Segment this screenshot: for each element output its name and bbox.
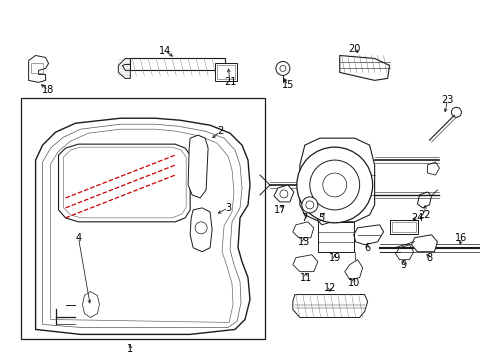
Text: 12: 12 — [323, 283, 335, 293]
Polygon shape — [118, 58, 130, 78]
Text: 18: 18 — [42, 85, 55, 95]
Text: 9: 9 — [400, 260, 406, 270]
Bar — [317, 222, 353, 252]
Circle shape — [301, 197, 317, 213]
Circle shape — [275, 62, 289, 75]
Ellipse shape — [76, 293, 104, 315]
Text: 7: 7 — [300, 213, 306, 223]
Circle shape — [296, 147, 372, 223]
Bar — [20, 98, 264, 339]
Bar — [31, 63, 42, 73]
Text: 16: 16 — [454, 233, 467, 243]
Text: 3: 3 — [224, 203, 231, 213]
Text: 8: 8 — [426, 253, 432, 263]
Text: 6: 6 — [364, 243, 370, 253]
Bar — [389, 220, 417, 234]
Polygon shape — [411, 235, 437, 252]
Text: 19: 19 — [328, 253, 340, 263]
Text: 14: 14 — [159, 45, 171, 55]
Ellipse shape — [144, 270, 166, 285]
Bar — [215, 63, 237, 81]
Polygon shape — [188, 135, 208, 198]
Polygon shape — [292, 255, 317, 272]
Text: 13: 13 — [297, 237, 309, 247]
Bar — [391, 222, 415, 232]
Polygon shape — [36, 118, 249, 334]
Text: 20: 20 — [348, 44, 360, 54]
Text: 23: 23 — [440, 95, 453, 105]
Polygon shape — [273, 185, 293, 202]
Polygon shape — [317, 205, 333, 225]
Polygon shape — [339, 55, 389, 80]
Text: 1: 1 — [127, 345, 133, 354]
Text: 5: 5 — [318, 213, 324, 223]
Text: 21: 21 — [224, 77, 236, 87]
Polygon shape — [130, 58, 224, 75]
Polygon shape — [29, 55, 48, 82]
Text: 24: 24 — [410, 213, 423, 223]
Polygon shape — [292, 222, 313, 238]
Text: 10: 10 — [347, 278, 359, 288]
Polygon shape — [59, 144, 190, 222]
Text: 17: 17 — [273, 205, 285, 215]
Polygon shape — [292, 294, 367, 318]
Text: 4: 4 — [75, 233, 81, 243]
Text: 2: 2 — [217, 126, 223, 136]
Polygon shape — [190, 208, 212, 252]
Text: 15: 15 — [281, 80, 293, 90]
Text: 11: 11 — [299, 273, 311, 283]
Ellipse shape — [192, 272, 208, 284]
Bar — [217, 66, 235, 80]
Text: 22: 22 — [417, 210, 430, 220]
